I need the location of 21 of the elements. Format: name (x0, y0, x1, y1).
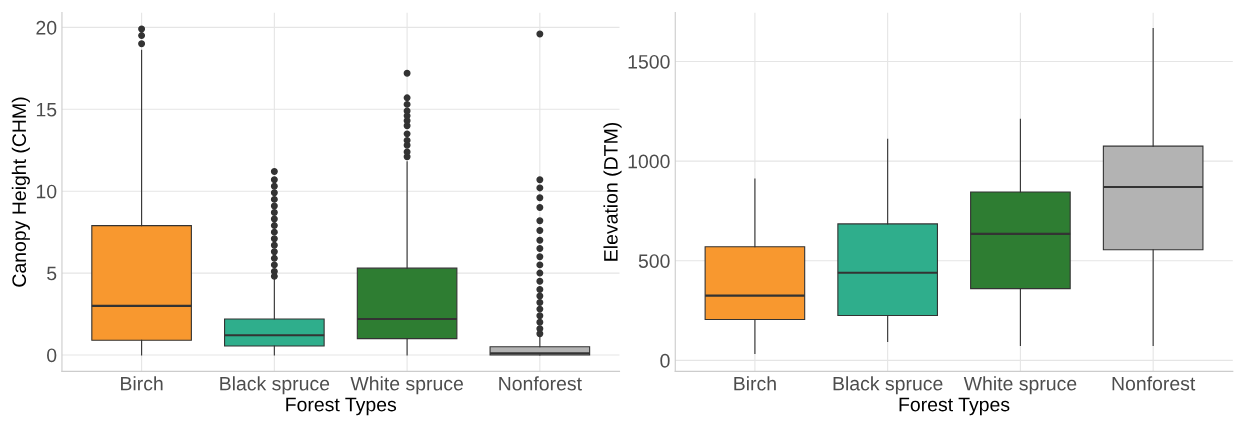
y-tick-label: 10 (36, 184, 57, 199)
y-tick-label: 5 (47, 266, 57, 281)
y-tick-label: 500 (638, 254, 670, 268)
y-axis-title: Elevation (DTM) (603, 122, 622, 261)
y-tick-label: 0 (660, 353, 670, 368)
y-tick-label: 0 (47, 348, 57, 363)
x-tick-label: Black spruce (220, 376, 330, 395)
x-tick-label: White spruce (963, 376, 1077, 395)
y-tick-label: 20 (36, 20, 57, 35)
x-axis-title: Forest Types (899, 397, 1010, 416)
x-tick-label: Nonforest (499, 376, 582, 391)
x-tick-label: Black spruce (833, 376, 943, 395)
y-axis-title: Canopy Height (CHM) (11, 97, 30, 287)
y-tick-label: 15 (36, 102, 57, 117)
x-tick-label: Nonforest (1112, 376, 1196, 391)
x-tick-label: Birch (121, 376, 163, 391)
x-tick-label: Birch (734, 376, 776, 391)
y-tick-label: 1500 (628, 54, 670, 69)
x-axis-title: Forest Types (286, 397, 397, 416)
x-tick-label: White spruce (350, 376, 463, 395)
y-tick-label: 1000 (628, 154, 670, 169)
